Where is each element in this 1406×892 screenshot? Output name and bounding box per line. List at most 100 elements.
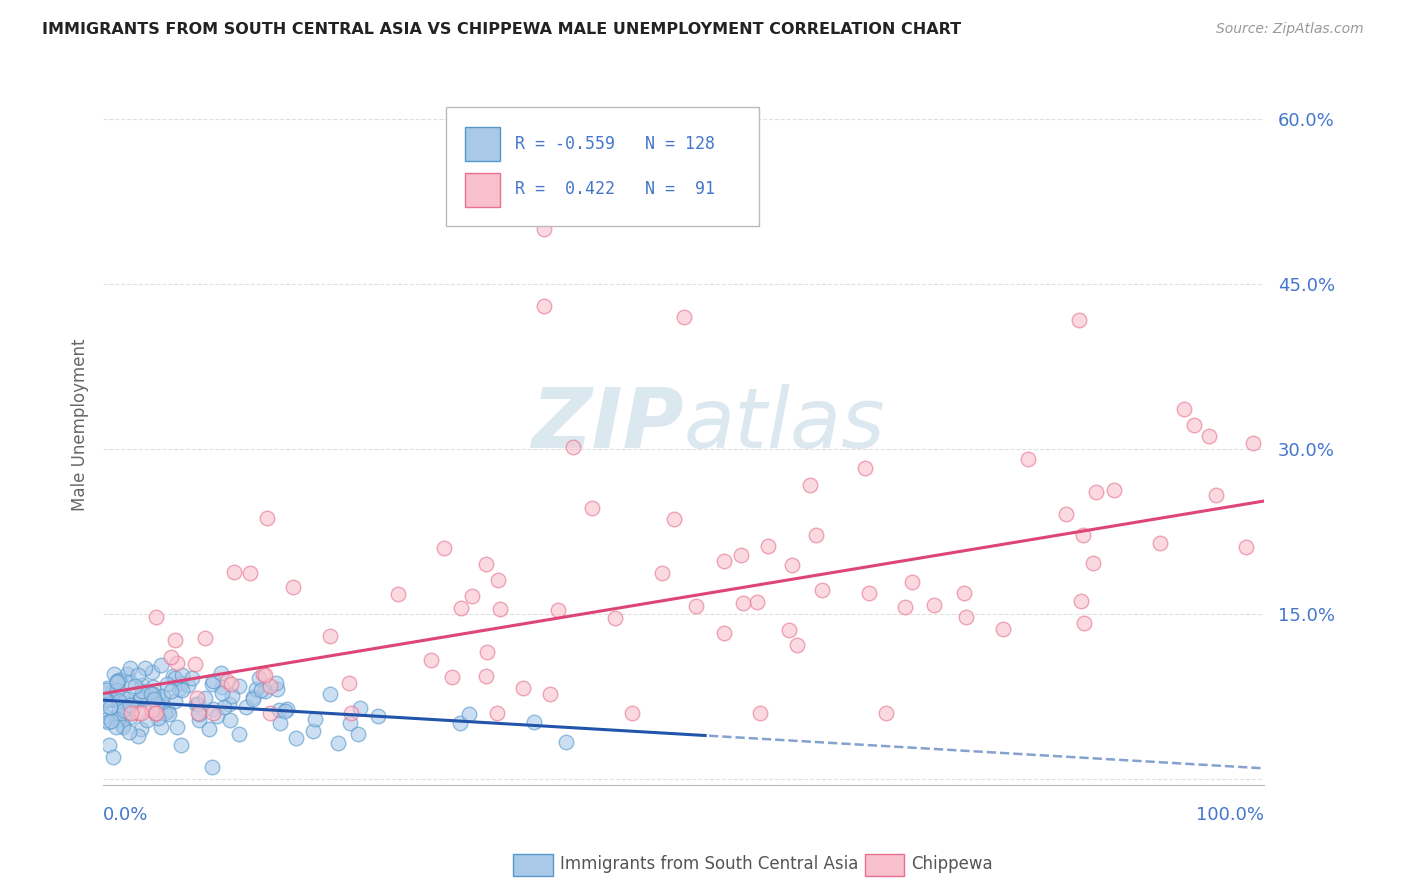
Point (247, 671, 270, 685)
Point (107, 673, 129, 688)
Point (165, 671, 187, 685)
Point (118, 698, 141, 712)
Point (662, 512, 685, 526)
Point (170, 668, 193, 682)
Point (228, 727, 250, 741)
Text: Chippewa: Chippewa (911, 855, 993, 873)
Point (129, 706, 152, 721)
Point (875, 706, 897, 721)
Point (107, 713, 129, 727)
Point (533, 222, 555, 236)
Point (218, 697, 240, 711)
Point (148, 690, 170, 705)
Point (145, 706, 167, 721)
Point (219, 713, 242, 727)
Point (991, 623, 1014, 637)
Point (273, 704, 295, 718)
Point (228, 679, 250, 693)
Point (1182, 417, 1205, 432)
Point (221, 689, 243, 703)
Point (127, 706, 149, 721)
Point (212, 700, 235, 714)
Point (1073, 615, 1095, 630)
Point (103, 667, 125, 681)
Point (512, 681, 534, 696)
Point (339, 715, 361, 730)
Point (799, 478, 821, 492)
Point (115, 691, 138, 706)
Point (163, 694, 186, 708)
Point (778, 623, 800, 637)
Point (685, 599, 707, 614)
Point (108, 703, 131, 717)
Point (207, 708, 229, 723)
Point (347, 727, 370, 741)
Point (160, 649, 183, 664)
Point (149, 657, 172, 672)
Point (166, 657, 188, 671)
Point (183, 657, 205, 671)
Point (440, 669, 463, 683)
Point (259, 680, 281, 694)
Point (672, 310, 695, 325)
Point (141, 665, 163, 679)
Text: atlas: atlas (683, 384, 886, 465)
Point (605, 610, 627, 624)
Point (188, 706, 211, 721)
Point (187, 697, 209, 711)
Point (475, 557, 498, 571)
Point (461, 589, 484, 603)
Point (194, 691, 217, 706)
Point (523, 715, 546, 730)
Point (259, 706, 281, 721)
Point (167, 681, 190, 696)
Point (108, 673, 131, 687)
Point (367, 708, 389, 723)
Text: Source: ZipAtlas.com: Source: ZipAtlas.com (1216, 22, 1364, 37)
Point (166, 720, 188, 734)
Point (170, 738, 193, 752)
Point (201, 760, 224, 774)
Point (235, 700, 257, 714)
Point (748, 706, 770, 721)
Point (105, 720, 128, 734)
Point (201, 677, 224, 691)
Point (1205, 488, 1227, 502)
Point (131, 683, 153, 698)
Point (122, 700, 145, 714)
Point (489, 601, 512, 615)
Point (922, 598, 945, 612)
Point (254, 668, 277, 682)
Point (745, 595, 768, 609)
Point (120, 706, 142, 721)
Point (1085, 485, 1108, 500)
Point (806, 528, 828, 542)
Point (198, 723, 221, 737)
Point (304, 712, 326, 726)
Text: R = -0.559   N = 128: R = -0.559 N = 128 (516, 135, 716, 153)
Point (181, 671, 204, 685)
Text: R =  0.422   N =  91: R = 0.422 N = 91 (516, 180, 716, 199)
Point (96, 681, 118, 695)
Point (256, 510, 278, 524)
Point (267, 703, 290, 717)
Point (340, 706, 363, 721)
Point (215, 674, 238, 689)
Point (124, 680, 146, 694)
Y-axis label: Male Unemployment: Male Unemployment (72, 338, 89, 511)
Point (94, 683, 117, 698)
Point (1069, 313, 1091, 327)
Point (156, 677, 179, 691)
Point (105, 710, 128, 724)
Point (142, 680, 165, 694)
Point (153, 706, 176, 720)
Point (115, 666, 138, 681)
Point (142, 687, 165, 701)
Point (94, 693, 117, 707)
Point (112, 703, 135, 717)
FancyBboxPatch shape (446, 107, 759, 227)
Point (211, 680, 233, 694)
Point (118, 725, 141, 739)
Point (142, 692, 165, 706)
Point (97, 693, 120, 707)
